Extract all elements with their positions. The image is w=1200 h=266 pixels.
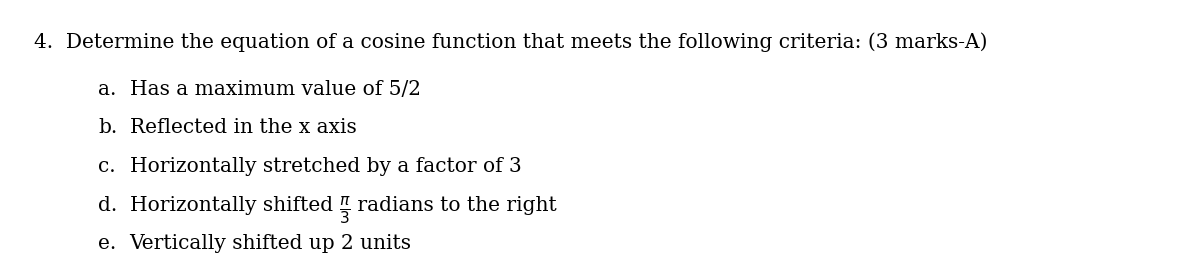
Text: Horizontally shifted: Horizontally shifted	[130, 196, 340, 214]
Text: Has a maximum value of 5/2: Has a maximum value of 5/2	[130, 80, 421, 99]
Text: radians to the right: radians to the right	[350, 196, 557, 214]
Text: a.: a.	[98, 80, 116, 99]
Text: 4.  Determine the equation of a cosine function that meets the following criteri: 4. Determine the equation of a cosine fu…	[34, 32, 988, 52]
Text: d.: d.	[98, 196, 118, 214]
Text: c.: c.	[98, 157, 116, 176]
Text: Vertically shifted up 2 units: Vertically shifted up 2 units	[130, 234, 412, 253]
Text: e.: e.	[98, 234, 116, 253]
Text: b.: b.	[98, 118, 118, 137]
Text: Reflected in the x axis: Reflected in the x axis	[130, 118, 356, 137]
Text: Horizontally stretched by a factor of 3: Horizontally stretched by a factor of 3	[130, 157, 521, 176]
Text: $\frac{\pi}{3}$: $\frac{\pi}{3}$	[340, 194, 350, 226]
